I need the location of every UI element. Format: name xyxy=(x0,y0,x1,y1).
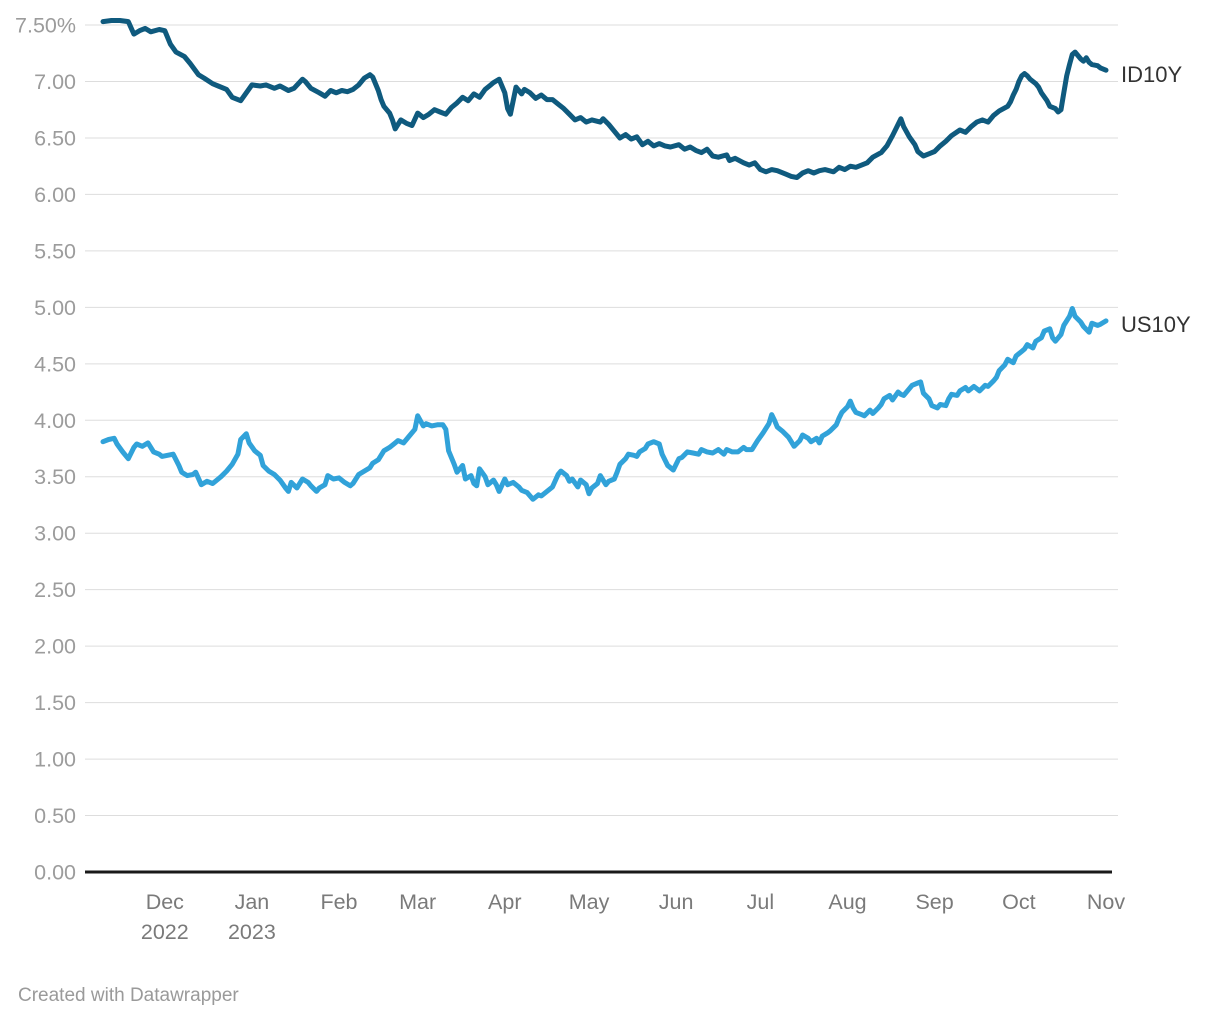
x-axis-label: Dec xyxy=(146,890,184,914)
x-axis-label: Nov xyxy=(1087,890,1125,914)
y-axis-label: 7.50% xyxy=(15,14,76,38)
x-axis-label: Sep xyxy=(915,890,953,914)
attribution-footer: Created with Datawrapper xyxy=(18,985,239,1006)
y-axis-label: 0.50 xyxy=(34,804,76,828)
y-axis-label: 4.00 xyxy=(34,409,76,433)
x-axis-label: Mar xyxy=(399,890,436,914)
x-axis-year-label: 2022 xyxy=(141,920,189,944)
y-axis-label: 3.00 xyxy=(34,522,76,546)
y-axis-label: 5.00 xyxy=(34,296,76,320)
series-label-id10y: ID10Y xyxy=(1121,62,1183,87)
x-axis-label: Jun xyxy=(659,890,694,914)
series-label-us10y: US10Y xyxy=(1121,312,1191,337)
y-axis-label: 1.00 xyxy=(34,748,76,772)
y-axis-label: 6.50 xyxy=(34,126,76,150)
y-axis-label: 6.00 xyxy=(34,183,76,207)
y-axis-label: 4.50 xyxy=(34,352,76,376)
series-line-id10y xyxy=(100,18,1109,180)
y-axis-label: 2.00 xyxy=(34,635,76,659)
y-axis-label: 7.00 xyxy=(34,70,76,94)
x-axis-year-label: 2023 xyxy=(228,920,276,944)
x-axis-label: Jul xyxy=(747,890,774,914)
y-axis-label: 2.50 xyxy=(34,578,76,602)
y-axis-label: 0.00 xyxy=(34,861,76,885)
x-axis-label: Apr xyxy=(488,890,521,914)
x-axis-label: May xyxy=(569,890,610,914)
x-axis-label: Aug xyxy=(828,890,866,914)
y-axis-label: 5.50 xyxy=(34,239,76,263)
y-axis-label: 1.50 xyxy=(34,691,76,715)
y-axis-label: 3.50 xyxy=(34,465,76,489)
series-line-us10y xyxy=(100,306,1109,502)
x-axis-label: Jan xyxy=(235,890,270,914)
x-axis-label: Feb xyxy=(320,890,357,914)
x-axis-label: Oct xyxy=(1002,890,1035,914)
